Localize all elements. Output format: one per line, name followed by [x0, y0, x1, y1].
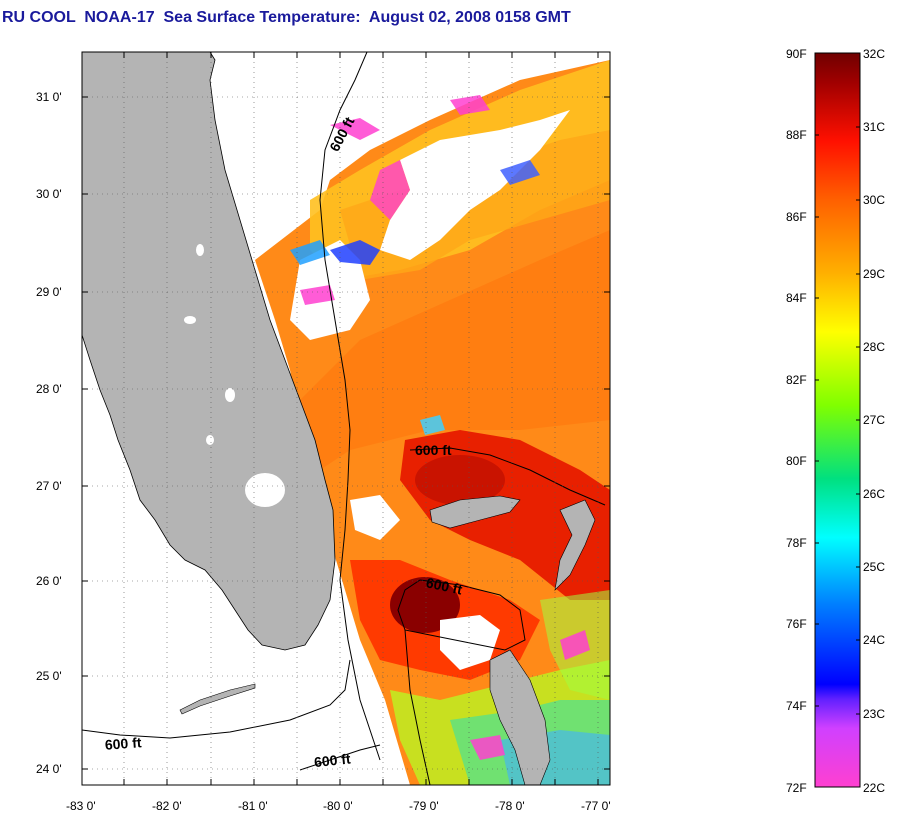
andros-island: [489, 649, 551, 785]
colorbar-c-label: 25C: [863, 560, 885, 574]
lon-label: -78 0': [495, 799, 525, 813]
colorbar-c-label: 28C: [863, 340, 885, 354]
cloud-edge: [500, 160, 540, 185]
colorbar-c-label: 23C: [863, 707, 885, 721]
cloud-edge: [330, 240, 380, 265]
colorbar-f-label: 88F: [786, 128, 807, 142]
cloud-mask: [330, 55, 560, 120]
colorbar-f-label: 76F: [786, 617, 807, 631]
cloud-edge: [370, 160, 410, 220]
isobath-600ft: [319, 52, 381, 761]
sst-hot-spot: [390, 577, 460, 633]
colorbar-f-label: 84F: [786, 291, 807, 305]
lat-label: 30 0': [36, 187, 62, 201]
lon-label: -80 0': [323, 799, 353, 813]
colorbar-f-label: 72F: [786, 781, 807, 795]
graticule: [82, 52, 610, 785]
cloud-mask: [380, 110, 570, 260]
sst-hot-spot: [415, 455, 505, 505]
lon-label: -83 0': [66, 799, 96, 813]
cloud-edge: [420, 415, 445, 435]
contour-label: 600 ft: [415, 442, 452, 458]
colorbar-c-label: 29C: [863, 267, 885, 281]
map-title: RU COOL NOAA-17 Sea Surface Temperature:…: [2, 9, 571, 26]
isobath-600ft: [299, 744, 381, 771]
lon-ticks: [123, 52, 599, 785]
cloud-mask: [350, 495, 400, 540]
colorbar-f-label: 80F: [786, 454, 807, 468]
florida-keys: [179, 683, 256, 715]
lat-label: 27 0': [36, 479, 62, 493]
lon-label: -77 0': [581, 799, 611, 813]
lat-ticks: [82, 96, 610, 770]
lake-okeechobee: [245, 473, 285, 507]
inland-lake: [206, 435, 214, 445]
contour-label: 600 ft: [104, 734, 142, 753]
colorbar-f-label: 78F: [786, 536, 807, 550]
colorbar-f-label: 74F: [786, 699, 807, 713]
colorbar-c-label: 27C: [863, 413, 885, 427]
cloud-edge: [560, 630, 590, 660]
colorbar-c-label: 26C: [863, 487, 885, 501]
cloud-edge: [450, 95, 490, 115]
inland-lake: [196, 244, 204, 256]
colorbar-c-label: 32C: [863, 47, 885, 61]
cloud-edge: [470, 735, 505, 760]
inland-lake: [225, 388, 235, 402]
contour-label: 600 ft: [313, 750, 351, 770]
colorbar-ticks: [815, 126, 860, 715]
colorbar-c-label: 30C: [863, 193, 885, 207]
colorbar-c-label: 31C: [863, 120, 885, 134]
contour-label: 600 ft: [425, 574, 464, 597]
lat-label: 26 0': [36, 574, 62, 588]
cloud-edge: [330, 118, 380, 140]
abaco-island: [554, 499, 596, 591]
inland-lake: [184, 316, 196, 324]
isobath-600ft: [404, 629, 431, 785]
sst-band: [300, 230, 610, 470]
map-border: [81, 51, 611, 786]
lon-label: -81 0': [238, 799, 268, 813]
colorbar-f-label: 86F: [786, 210, 807, 224]
colorbar-c-label: 24C: [863, 633, 885, 647]
colorbar-f-label: 90F: [786, 47, 807, 61]
isobath-600ft: [409, 447, 606, 506]
lat-label: 31 0': [36, 90, 62, 104]
cloud-edge: [290, 240, 330, 265]
isobath-600ft: [397, 579, 526, 651]
lat-label: 25 0': [36, 669, 62, 683]
colorbar: [814, 52, 861, 788]
colorbar-f-label: 82F: [786, 373, 807, 387]
lat-label: 24 0': [36, 762, 62, 776]
colorbar-c-label: 22C: [863, 781, 885, 795]
isobath-600ft: [82, 659, 351, 739]
grand-bahama: [429, 495, 521, 529]
lon-label: -79 0': [409, 799, 439, 813]
lon-label: -82 0': [152, 799, 182, 813]
lat-label: 28 0': [36, 382, 62, 396]
cloud-edge: [300, 285, 335, 305]
lat-label: 29 0': [36, 285, 62, 299]
